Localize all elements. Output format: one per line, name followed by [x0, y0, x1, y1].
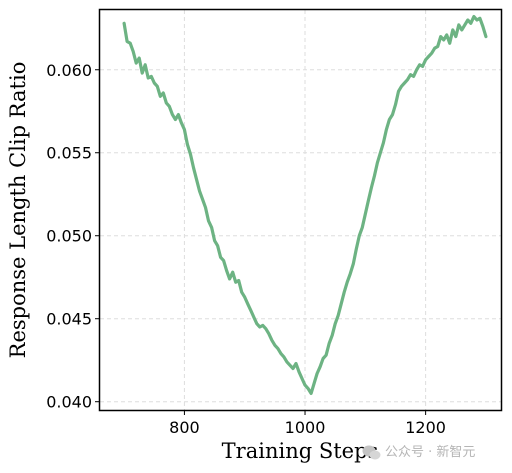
x-tick-label: 1000: [285, 418, 326, 437]
wechat-icon: [362, 445, 381, 460]
series-layer: [122, 15, 488, 395]
y-tick-label: 0.040: [46, 393, 92, 412]
y-tick-label: 0.055: [46, 144, 92, 163]
plot-frame: [98, 8, 503, 412]
y-tick-label: 0.045: [46, 310, 92, 329]
watermark-text: 公众号 · 新智元: [385, 444, 475, 460]
series-line: [122, 15, 488, 395]
x-tick-label: 800: [169, 418, 200, 437]
ticks: 800 1000 1200 0.040 0.045 0.050 0.055 0.060: [46, 61, 446, 437]
y-tick-label: 0.060: [46, 61, 92, 80]
x-axis-title: Training Steps: [222, 439, 379, 463]
x-tick-label: 1200: [405, 418, 446, 437]
watermark: 公众号 · 新智元: [362, 444, 475, 460]
y-axis-title: Response Length Clip Ratio: [6, 62, 30, 359]
grid: [100, 10, 501, 410]
y-tick-label: 0.050: [46, 227, 92, 246]
